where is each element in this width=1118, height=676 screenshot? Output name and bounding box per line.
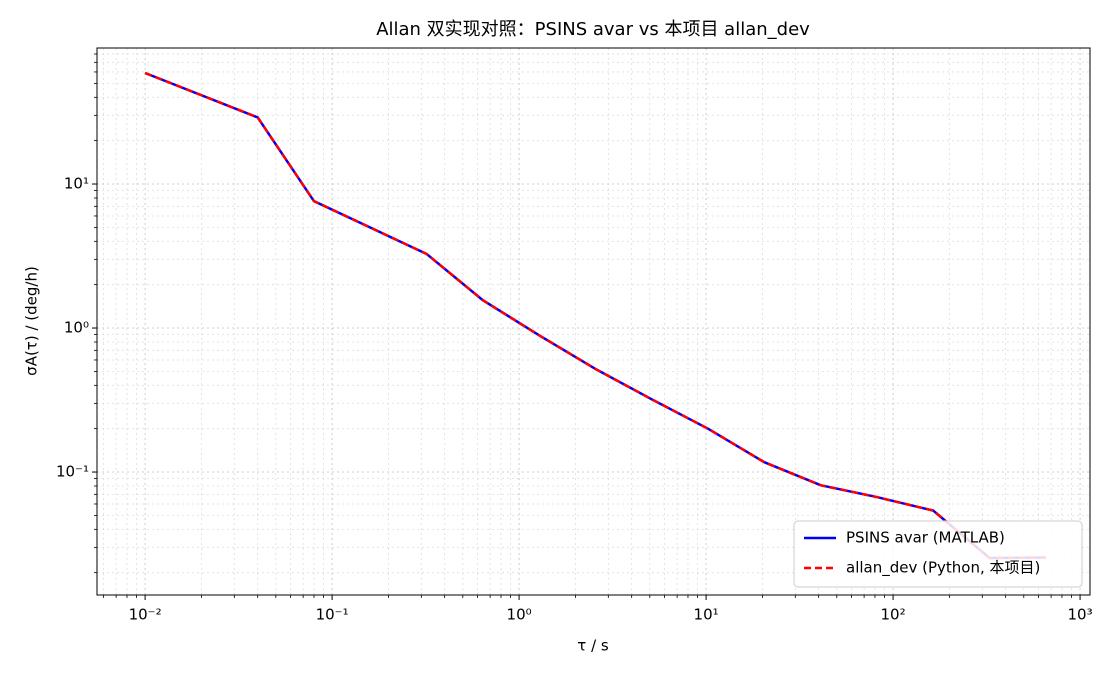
legend-label: allan_dev (Python, 本项目) — [846, 559, 1040, 578]
x-tick-label: 10⁻¹ — [316, 606, 349, 624]
plot-frame — [96, 47, 1091, 596]
y-tick-label: 10⁰ — [64, 319, 89, 337]
series-line — [144, 71, 1046, 560]
x-tick-label: 10¹ — [694, 606, 719, 624]
y-tick-label: 10¹ — [64, 175, 89, 193]
x-tick-label: 10⁻² — [129, 606, 162, 624]
legend: PSINS avar (MATLAB) allan_dev (Python, 本项… — [793, 520, 1083, 588]
x-tick-label: 10³ — [1068, 606, 1093, 624]
legend-box — [793, 520, 1083, 588]
legend-label: PSINS avar (MATLAB) — [846, 529, 1005, 547]
y-axis-label: σA(τ) / (deg/h) — [23, 266, 41, 376]
y-tick-label: 10⁻¹ — [56, 463, 89, 481]
series-line — [144, 71, 1046, 560]
grid — [94, 48, 1090, 598]
x-tick-label: 10⁰ — [507, 606, 532, 624]
chart-title: Allan 双实现对照：PSINS avar vs 本项目 allan_dev — [376, 19, 810, 40]
x-axis-label: τ / s — [577, 637, 609, 655]
x-tick-label: 10² — [881, 606, 906, 624]
